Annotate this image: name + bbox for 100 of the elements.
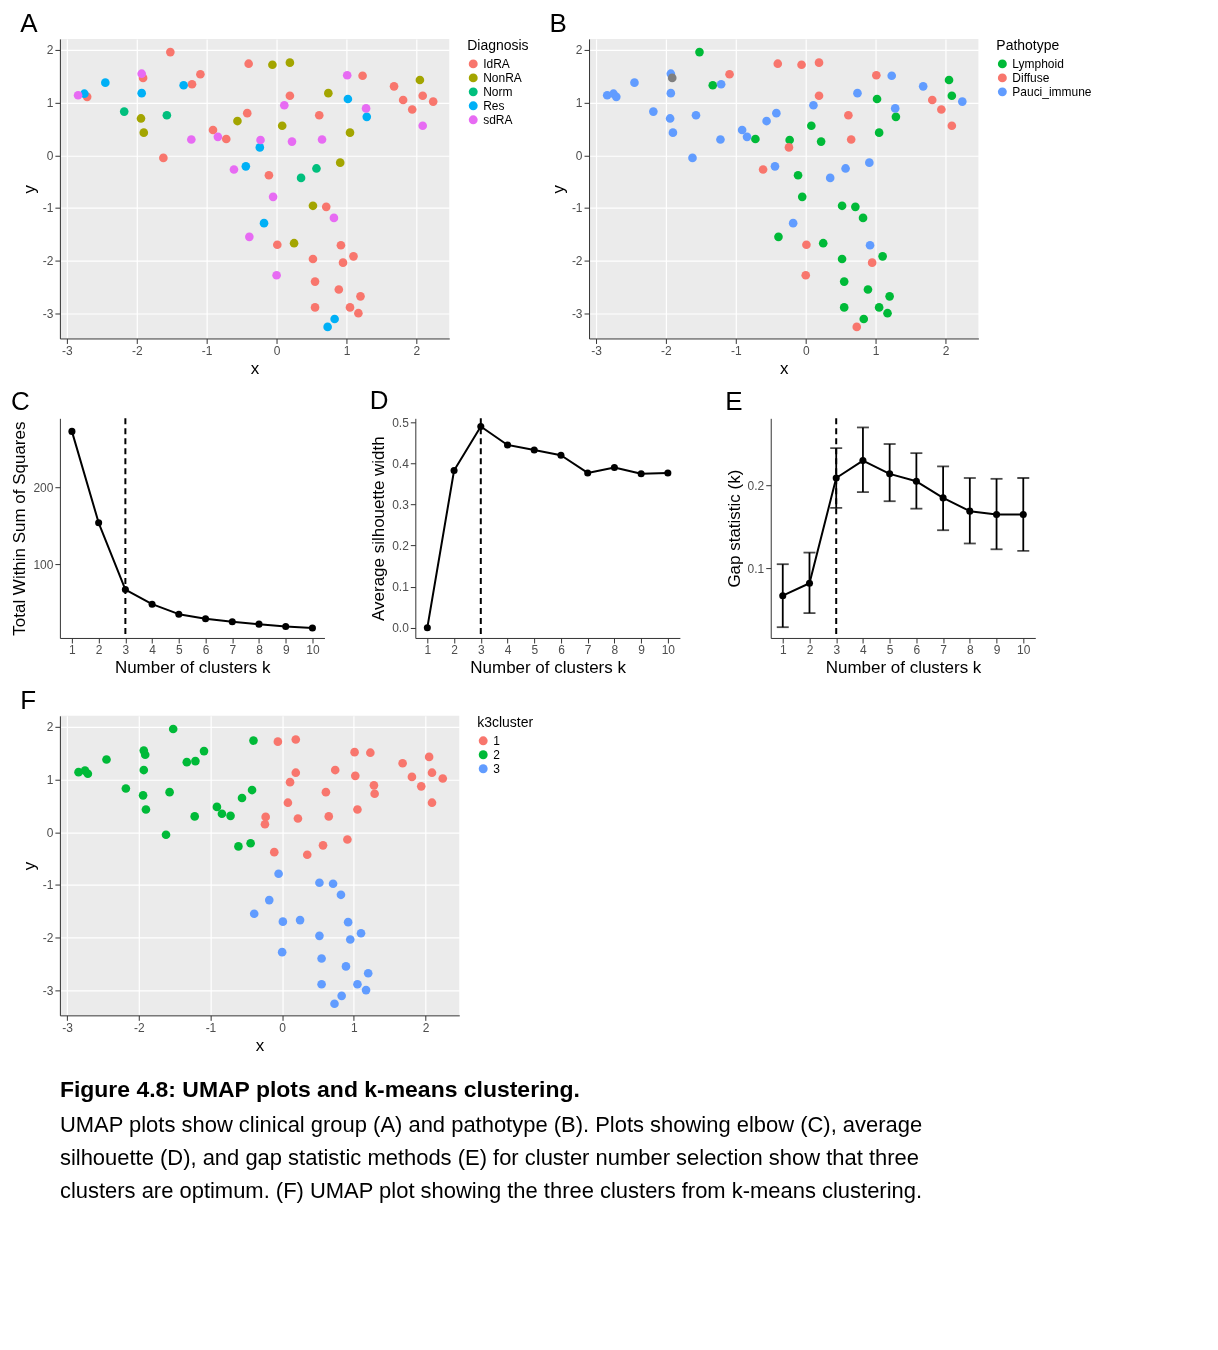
point (807, 121, 816, 131)
point (217, 809, 227, 819)
point (809, 100, 818, 110)
point (427, 768, 437, 777)
point (885, 292, 894, 301)
point (428, 97, 438, 106)
point (279, 100, 289, 110)
point (291, 768, 301, 777)
point (73, 90, 83, 100)
point (947, 121, 957, 131)
point (837, 254, 847, 264)
point (418, 121, 428, 131)
point (503, 441, 512, 449)
point (350, 771, 360, 781)
point (844, 110, 853, 120)
point (630, 78, 639, 87)
point (825, 173, 835, 183)
point (477, 423, 485, 431)
x-axis-title: Number of clusters k (825, 658, 982, 678)
point (438, 774, 448, 783)
point (716, 79, 726, 89)
point (317, 954, 326, 963)
point (202, 615, 210, 623)
point (816, 137, 826, 146)
x-tick-label: 5 (531, 643, 539, 658)
point (255, 620, 263, 628)
chart-title: D (369, 386, 389, 415)
legend-label: NonRA (483, 70, 522, 85)
point (859, 314, 869, 324)
y-tick-label: 0.5 (392, 415, 410, 430)
point (213, 132, 223, 142)
point (345, 303, 355, 312)
point (859, 457, 867, 465)
x-tick-label: -2 (133, 1020, 145, 1035)
point (814, 58, 824, 67)
point (912, 477, 920, 485)
point (837, 201, 847, 211)
point (199, 746, 209, 756)
point (345, 935, 355, 944)
point (423, 624, 431, 632)
point (751, 134, 760, 144)
point (337, 991, 346, 1001)
x-tick-label: -1 (201, 343, 213, 358)
point (584, 469, 592, 477)
point (273, 737, 283, 746)
x-tick-label: 10 (661, 643, 676, 658)
y-tick-label: 1 (46, 773, 54, 788)
point (742, 132, 752, 142)
point (140, 750, 150, 760)
point (287, 137, 297, 146)
point (737, 125, 747, 135)
point (664, 469, 672, 477)
point (196, 69, 205, 79)
x-tick-label: 1 (424, 643, 432, 658)
x-tick-label: 5 (886, 643, 894, 658)
point (138, 791, 148, 800)
x-tick-label: 0 (802, 343, 810, 358)
point (353, 805, 362, 814)
y-tick-label: -2 (42, 254, 54, 269)
point (324, 812, 334, 821)
point (993, 510, 1001, 518)
x-tick-label: 9 (993, 643, 1001, 658)
y-axis-title: Gap statistic (k) (724, 469, 744, 588)
x-tick-label: 1 (779, 643, 787, 658)
point (801, 270, 811, 280)
legend-label: Lymphoid (1012, 56, 1064, 71)
point (415, 75, 425, 85)
point (805, 579, 814, 587)
point (369, 781, 379, 790)
y-tick-label: 0.0 (392, 621, 410, 636)
point (83, 769, 93, 779)
legend-label: Res (483, 98, 505, 113)
point (329, 213, 339, 223)
point (939, 494, 947, 502)
x-tick-label: 3 (122, 643, 130, 658)
x-tick-label: -3 (62, 343, 74, 358)
point (272, 270, 281, 280)
point (212, 802, 222, 812)
point (234, 842, 243, 851)
legend-title: k3cluster (477, 713, 534, 730)
point (886, 470, 894, 478)
point (716, 135, 725, 144)
point (356, 928, 366, 938)
legend-label: Diffuse (1012, 70, 1050, 85)
point (256, 135, 265, 145)
point (802, 240, 811, 250)
y-tick-label: -2 (571, 254, 583, 269)
point (285, 91, 295, 101)
y-tick-label: 0 (46, 148, 54, 163)
point (255, 143, 265, 152)
point (330, 765, 340, 775)
point (758, 165, 768, 174)
point (774, 232, 783, 242)
x-tick-label: 10 (1017, 643, 1031, 658)
point (272, 240, 282, 250)
point (361, 104, 371, 113)
point (918, 82, 928, 91)
point (865, 158, 874, 167)
point (308, 254, 318, 264)
x-tick-label: 1 (872, 343, 880, 358)
